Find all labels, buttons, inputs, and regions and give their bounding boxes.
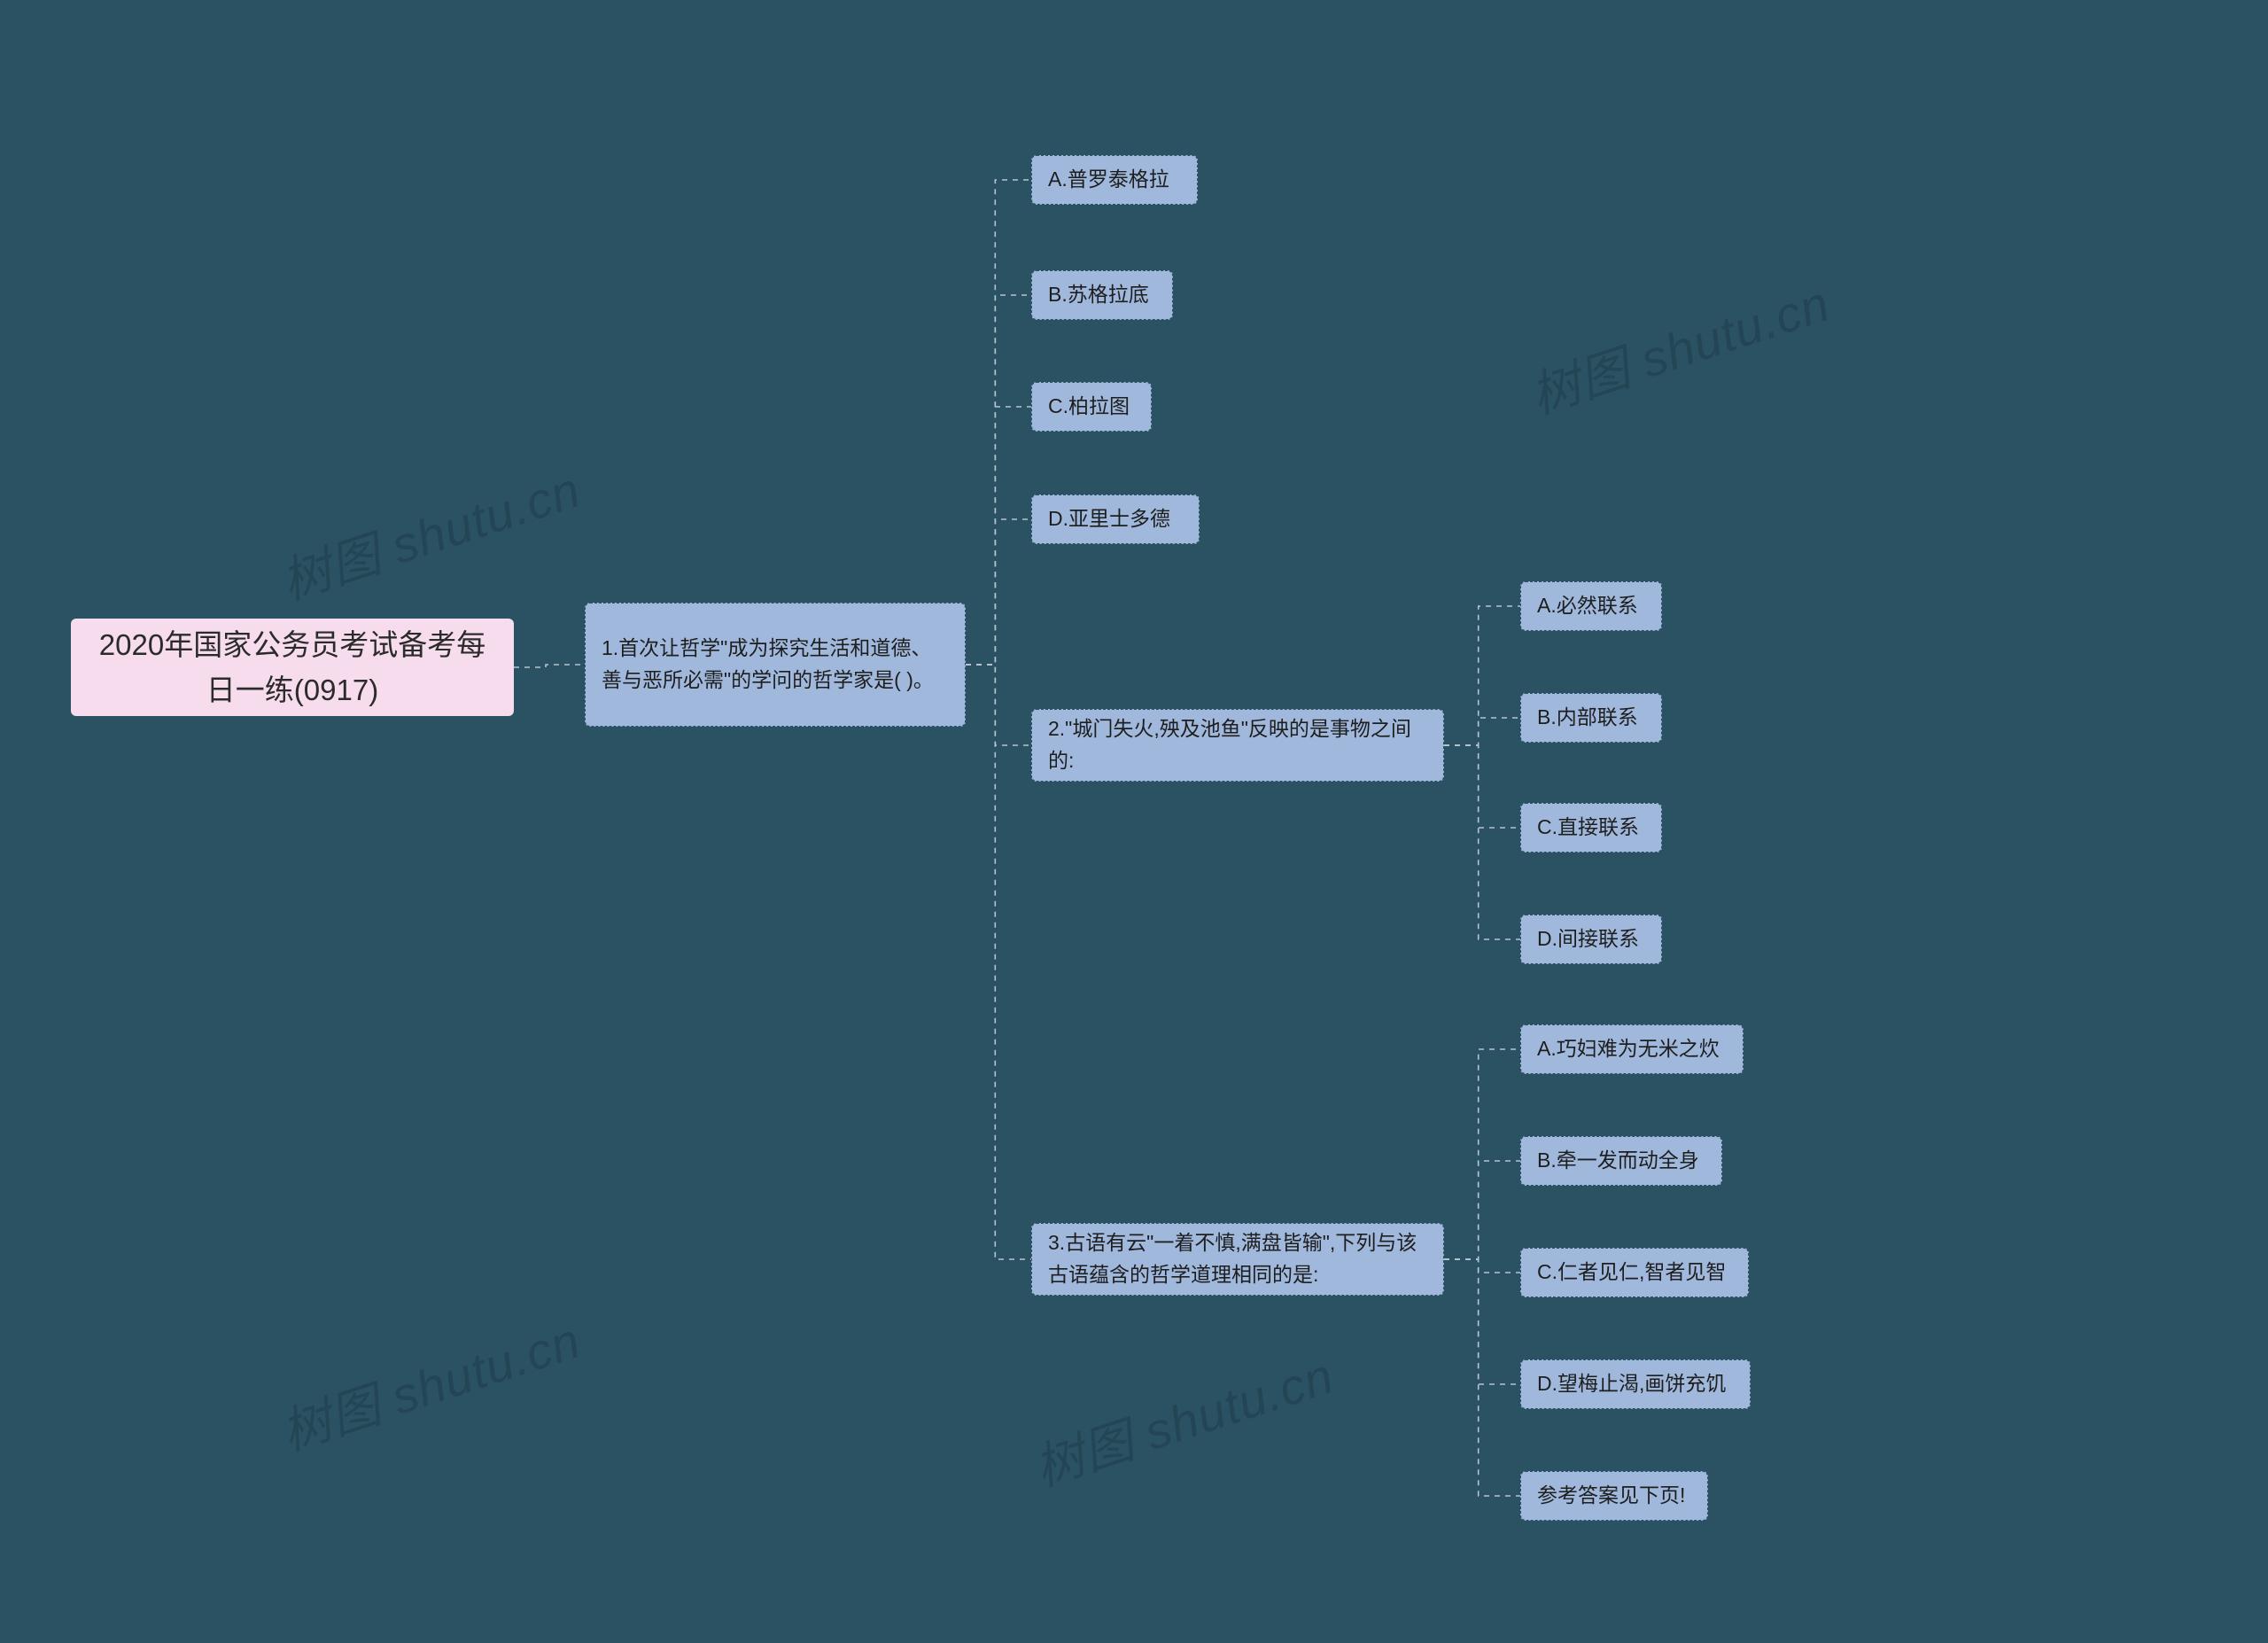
node-q1-a[interactable]: A.普罗泰格拉 [1031,155,1198,205]
node-q3-answer-hint[interactable]: 参考答案见下页! [1520,1471,1708,1521]
watermark: 树图 shutu.cn [1520,264,1837,428]
node-label: A.巧妇难为无米之炊 [1537,1033,1720,1065]
node-label: 1.首次让哲学"成为探究生活和道德、善与恶所必需"的学问的哲学家是( )。 [602,633,949,696]
root-label: 2020年国家公务员考试备考每日一练(0917) [94,622,491,712]
watermark: 树图 shutu.cn [1024,1336,1341,1500]
node-q3-d[interactable]: D.望梅止渴,画饼充饥 [1520,1359,1751,1409]
watermark: 树图 shutu.cn [271,1301,588,1465]
watermark: 树图 shutu.cn [271,450,588,614]
node-q2-c[interactable]: C.直接联系 [1520,803,1662,853]
node-q2-b[interactable]: B.内部联系 [1520,693,1662,743]
node-label: D.亚里士多德 [1048,503,1170,535]
node-label: 3.古语有云"一着不慎,满盘皆输",下列与该古语蕴含的哲学道理相同的是: [1048,1227,1427,1290]
node-q3[interactable]: 3.古语有云"一着不慎,满盘皆输",下列与该古语蕴含的哲学道理相同的是: [1031,1223,1444,1296]
node-label: A.必然联系 [1537,590,1638,622]
node-label: B.内部联系 [1537,702,1638,734]
mindmap-canvas: 树图 shutu.cn 树图 shutu.cn 树图 shutu.cn 树图 s… [0,0,2268,1643]
connectors-layer [0,0,2268,1643]
node-label: B.苏格拉底 [1048,279,1149,311]
node-q1[interactable]: 1.首次让哲学"成为探究生活和道德、善与恶所必需"的学问的哲学家是( )。 [585,603,966,727]
node-label: C.仁者见仁,智者见智 [1537,1257,1726,1289]
node-q1-d[interactable]: D.亚里士多德 [1031,494,1200,544]
node-q3-a[interactable]: A.巧妇难为无米之炊 [1520,1024,1744,1074]
node-q2-d[interactable]: D.间接联系 [1520,915,1662,964]
node-label: C.柏拉图 [1048,391,1130,423]
node-label: A.普罗泰格拉 [1048,164,1169,196]
node-q3-c[interactable]: C.仁者见仁,智者见智 [1520,1248,1749,1297]
node-label: C.直接联系 [1537,812,1639,844]
node-q2-a[interactable]: A.必然联系 [1520,581,1662,631]
node-label: D.望梅止渴,画饼充饥 [1537,1368,1726,1400]
node-q2[interactable]: 2."城门失火,殃及池鱼"反映的是事物之间的: [1031,709,1444,782]
node-q1-b[interactable]: B.苏格拉底 [1031,270,1173,320]
node-label: B.牵一发而动全身 [1537,1145,1699,1177]
root-node[interactable]: 2020年国家公务员考试备考每日一练(0917) [71,619,514,716]
node-q3-b[interactable]: B.牵一发而动全身 [1520,1136,1722,1186]
node-label: 参考答案见下页! [1537,1480,1685,1512]
node-q1-c[interactable]: C.柏拉图 [1031,382,1152,432]
node-label: 2."城门失火,殃及池鱼"反映的是事物之间的: [1048,713,1427,776]
node-label: D.间接联系 [1537,923,1639,955]
